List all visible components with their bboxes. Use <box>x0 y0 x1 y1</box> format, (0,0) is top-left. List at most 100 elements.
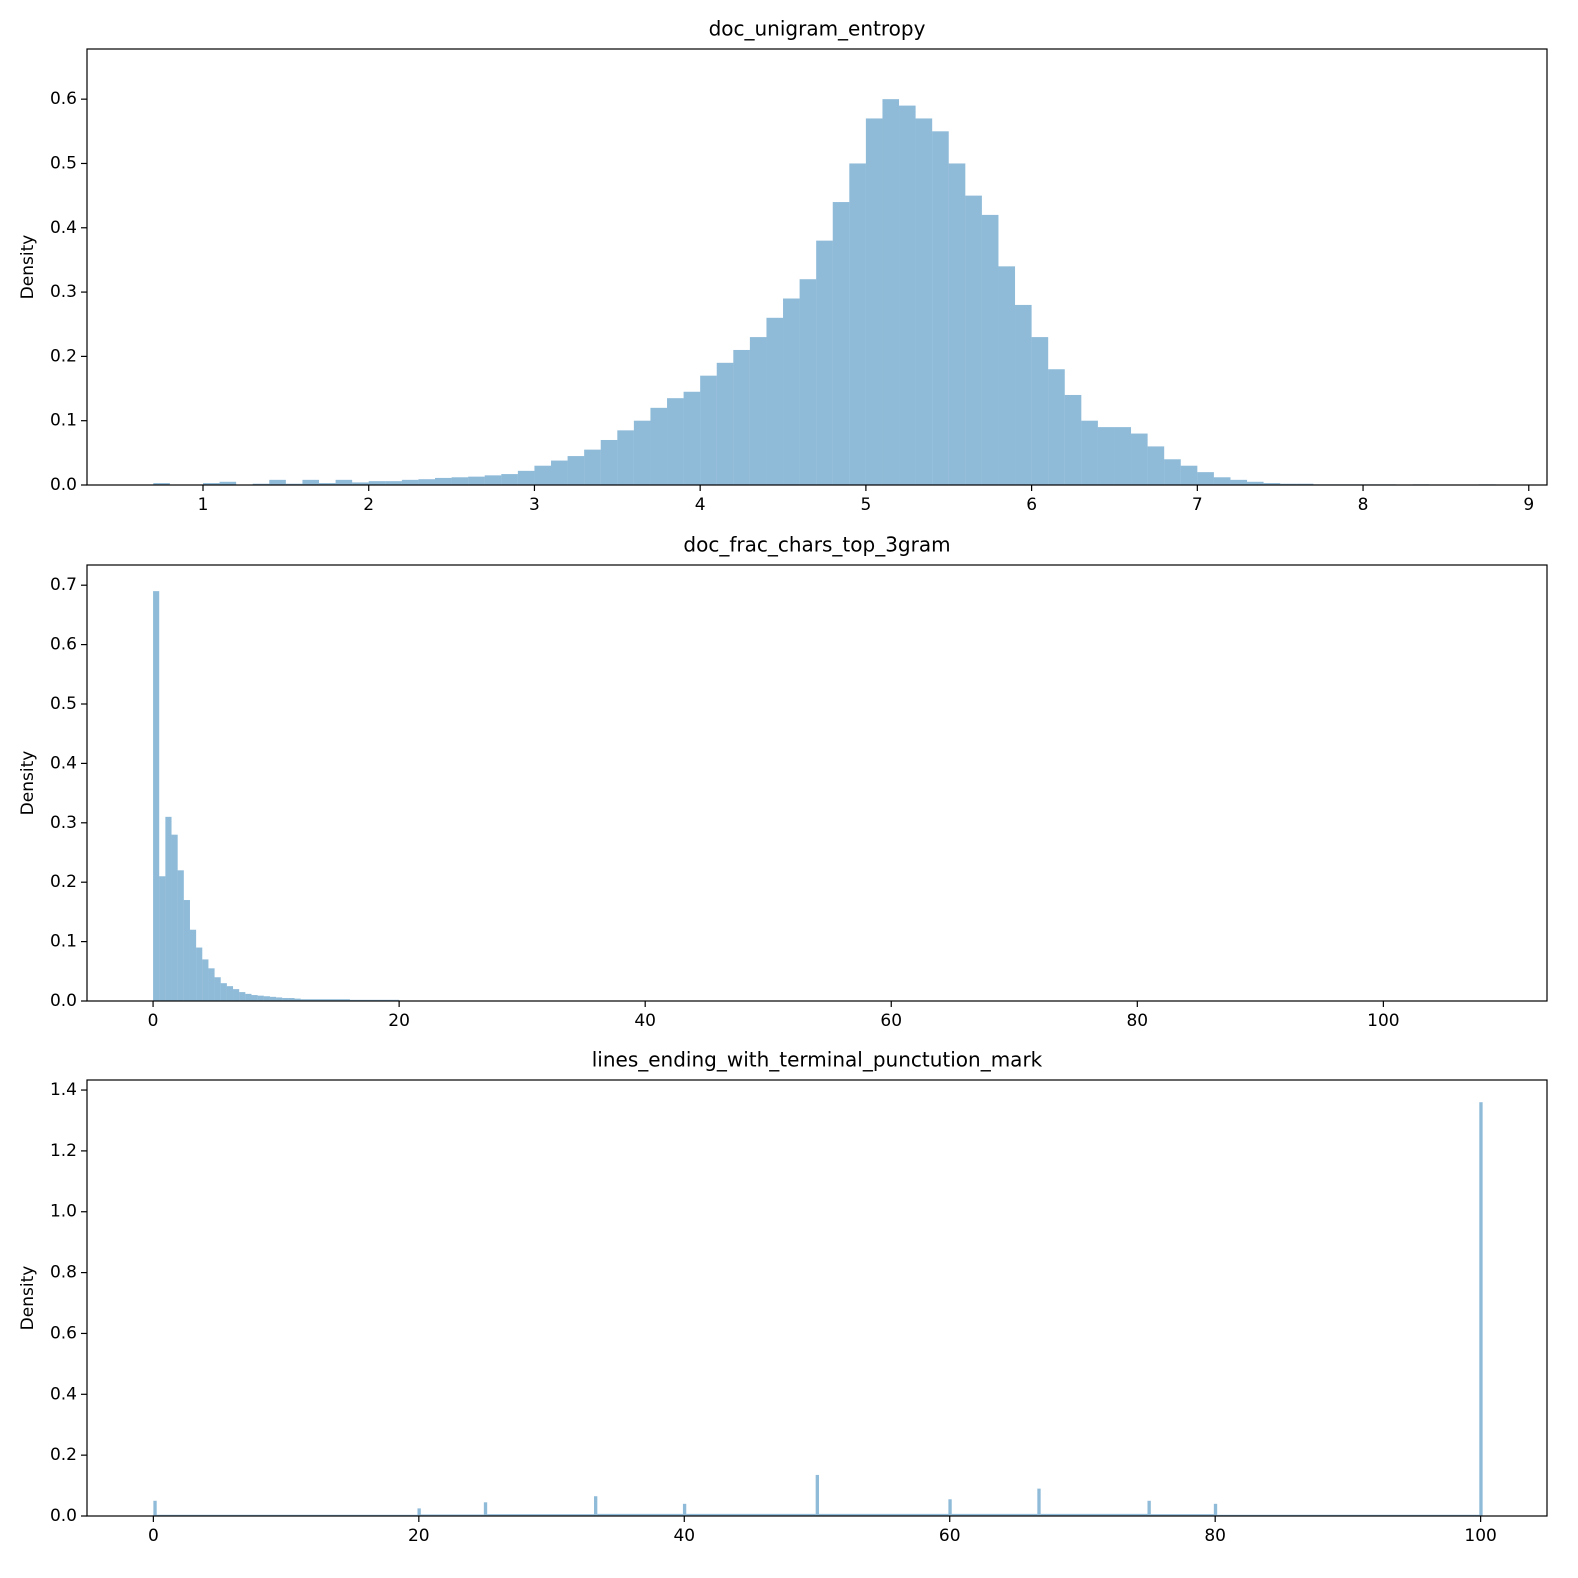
bar <box>368 481 386 485</box>
bar <box>915 118 933 485</box>
bar <box>682 1503 687 1516</box>
bar <box>594 1496 598 1516</box>
y-tick-label: 0.2 <box>50 346 77 366</box>
bar <box>1217 1514 1480 1516</box>
bar <box>1197 472 1214 485</box>
y-tick-label: 0.5 <box>50 153 77 173</box>
y-tick-label: 1.2 <box>50 1141 77 1161</box>
bar <box>233 989 240 1001</box>
x-tick-label: 60 <box>939 1526 961 1546</box>
bar <box>1015 304 1032 485</box>
bar <box>948 1499 952 1516</box>
bar <box>951 1513 1038 1516</box>
bar <box>420 1514 484 1516</box>
bar <box>1180 465 1198 485</box>
bar <box>1213 477 1231 485</box>
axes-frame <box>86 564 1548 1002</box>
bar <box>650 407 668 485</box>
bar <box>203 483 220 485</box>
bar <box>288 998 295 1001</box>
bar <box>1048 369 1065 485</box>
bar <box>998 266 1016 485</box>
axes-frame <box>86 48 1548 486</box>
bar <box>816 240 833 485</box>
bar <box>257 995 264 1001</box>
bar <box>1037 1488 1041 1516</box>
axes-frame <box>86 1079 1548 1517</box>
bar <box>799 279 817 485</box>
x-tick-label: 20 <box>408 1526 430 1546</box>
bar <box>335 479 353 485</box>
bar <box>597 1513 683 1516</box>
bar <box>208 968 215 1001</box>
y-tick-label: 0.4 <box>50 218 77 238</box>
bar <box>783 298 800 485</box>
y-tick-label: 1.0 <box>50 1202 77 1222</box>
x-tick-label: 80 <box>1126 1011 1148 1031</box>
y-tick-label: 0.6 <box>50 635 77 655</box>
x-tick-label: 6 <box>1026 495 1037 515</box>
y-tick-label: 0.1 <box>50 932 77 952</box>
y-tick-label: 1.4 <box>50 1080 77 1100</box>
bar <box>965 195 982 485</box>
bar <box>686 1513 816 1516</box>
bar <box>468 476 485 485</box>
bar <box>385 481 402 485</box>
bar <box>1097 427 1115 485</box>
bar <box>239 992 246 1001</box>
bar <box>202 959 209 1001</box>
bar <box>849 163 866 486</box>
y-tick-label: 0.4 <box>50 753 77 773</box>
bar <box>159 876 166 1001</box>
bar <box>156 1514 418 1516</box>
bar <box>932 131 949 485</box>
x-tick-label: 40 <box>673 1526 695 1546</box>
bar <box>263 996 270 1001</box>
y-tick-label: 0.6 <box>50 89 77 109</box>
bar <box>766 317 784 485</box>
bar <box>418 479 436 485</box>
bar <box>220 983 227 1001</box>
bar <box>832 202 850 485</box>
bar <box>294 998 301 1001</box>
bar <box>300 999 350 1001</box>
bar <box>1064 394 1082 485</box>
chart-title: doc_unigram_entropy <box>709 17 926 41</box>
x-tick-label: 2 <box>363 495 374 515</box>
bar <box>749 337 767 485</box>
bar <box>282 998 289 1001</box>
bar <box>1147 446 1165 485</box>
bar <box>1263 483 1281 485</box>
x-tick-label: 40 <box>634 1011 656 1031</box>
bar <box>245 993 252 1001</box>
bar <box>219 481 237 485</box>
bar <box>517 470 535 485</box>
bar <box>815 1474 819 1516</box>
bar <box>667 398 684 485</box>
bar <box>435 477 452 485</box>
x-tick-label: 20 <box>388 1011 410 1031</box>
y-tick-label: 0.3 <box>50 813 77 833</box>
bar <box>196 947 203 1001</box>
bar <box>401 479 419 485</box>
chart-title: lines_ending_with_terminal_punctution_ma… <box>592 1048 1043 1072</box>
y-tick-label: 0.1 <box>50 411 77 431</box>
bar <box>948 163 966 486</box>
bar <box>484 475 502 485</box>
bar <box>1040 1513 1148 1516</box>
bar <box>584 449 601 485</box>
bar <box>251 995 258 1001</box>
bar <box>534 465 552 485</box>
bar <box>252 483 270 485</box>
x-tick-label: 7 <box>1192 495 1203 515</box>
y-tick-label: 0.0 <box>50 991 77 1011</box>
bar <box>617 430 634 485</box>
bar <box>177 870 184 1001</box>
bar <box>153 1500 157 1516</box>
x-tick-label: 3 <box>529 495 540 515</box>
bar <box>818 1513 949 1516</box>
bar <box>981 214 999 485</box>
bar <box>269 479 286 485</box>
x-tick-label: 1 <box>198 495 209 515</box>
